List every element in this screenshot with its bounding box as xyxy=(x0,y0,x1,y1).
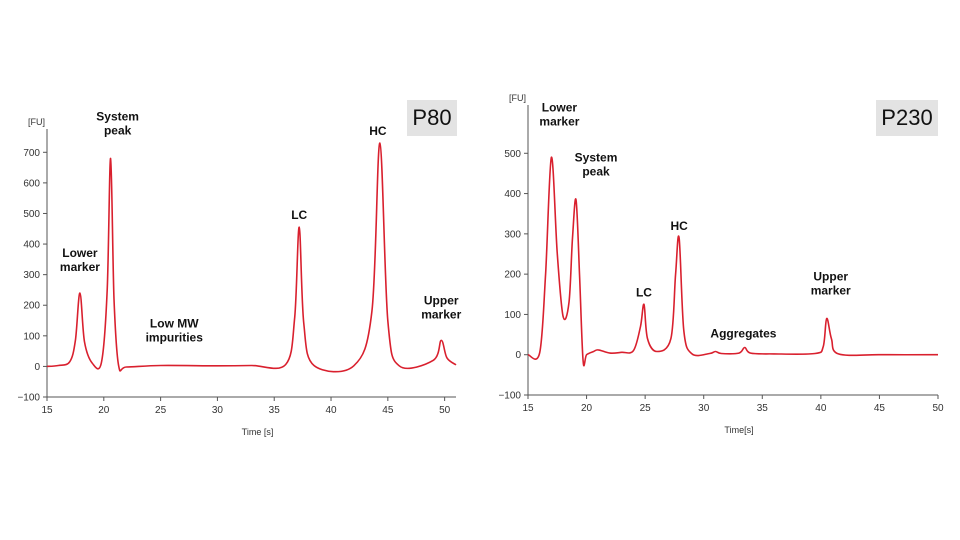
x-tick-label: 15 xyxy=(41,405,53,416)
electropherogram-trace xyxy=(46,142,457,373)
x-tick-label: 45 xyxy=(874,403,886,414)
x-tick-label: 50 xyxy=(932,403,944,414)
electropherogram-trace xyxy=(527,156,939,367)
y-unit-label: [FU] xyxy=(509,93,526,103)
peak-label: Low MW impurities xyxy=(146,316,204,344)
y-tick-label: 100 xyxy=(23,331,40,342)
chromatogram-p80: [FU] −100 0 100 200 300 400 500 600 700 15 20 25 30 35… xyxy=(17,109,461,437)
y-tick-label: 300 xyxy=(23,270,40,281)
y-tick-label: −100 xyxy=(17,393,40,404)
chart-panel-p80: P80 [FU] −100 0 100 200 300 400 500 600 700 15 20 25… xyxy=(17,100,462,437)
chart-title-badge: P230 xyxy=(876,100,938,136)
y-tick-label: 500 xyxy=(23,209,40,220)
y-tick-label: 0 xyxy=(34,362,40,373)
x-tick-label: 15 xyxy=(522,403,534,414)
y-tick-label: 500 xyxy=(504,149,521,160)
peak-label: Upper marker xyxy=(811,269,851,297)
y-tick-label: 0 xyxy=(515,350,521,361)
y-tick-label: 200 xyxy=(23,301,40,312)
peak-label: LC xyxy=(291,208,307,222)
y-tick-label: 200 xyxy=(504,270,521,281)
peak-label: Lower marker xyxy=(539,100,579,128)
peak-label: LC xyxy=(636,285,652,299)
x-tick-label: 35 xyxy=(269,405,281,416)
x-tick-label: 40 xyxy=(815,403,827,414)
peak-label: Lower marker xyxy=(60,246,100,274)
peak-label: Upper marker xyxy=(421,293,461,321)
x-tick-label: 50 xyxy=(439,405,451,416)
x-tick-label: 45 xyxy=(382,405,394,416)
y-tick-label: 300 xyxy=(504,229,521,240)
x-tick-label: 40 xyxy=(325,405,337,416)
chart-title-badge: P80 xyxy=(407,100,457,136)
x-axis-label: Time[s] xyxy=(724,425,753,435)
peak-label: HC xyxy=(670,219,688,233)
x-tick-label: 35 xyxy=(757,403,769,414)
chart-panel-p230: P230 [FU] −100 0 100 200 300 400 500 15 20 25 30 35 4… xyxy=(480,0,960,540)
x-tick-label: 20 xyxy=(98,405,110,416)
y-tick-label: 400 xyxy=(23,240,40,251)
y-tick-label: −100 xyxy=(498,391,521,402)
peak-label: HC xyxy=(369,124,387,138)
x-tick-label: 30 xyxy=(698,403,710,414)
peak-label: System peak xyxy=(575,151,618,179)
y-tick-label: 600 xyxy=(23,178,40,189)
y-tick-label: 100 xyxy=(504,310,521,321)
peak-label: System peak xyxy=(96,109,139,137)
x-axis-label: Time [s] xyxy=(242,427,274,437)
x-tick-label: 25 xyxy=(640,403,652,414)
y-unit-label: [FU] xyxy=(28,117,45,127)
peak-label: Aggregates xyxy=(710,326,776,340)
chromatogram-p230: [FU] −100 0 100 200 300 400 500 15 20 25 30 35 40 45 50… xyxy=(498,93,944,435)
x-tick-label: 25 xyxy=(155,405,167,416)
y-tick-label: 400 xyxy=(504,189,521,200)
x-tick-label: 20 xyxy=(581,403,593,414)
x-tick-label: 30 xyxy=(212,405,224,416)
y-tick-label: 700 xyxy=(23,148,40,159)
